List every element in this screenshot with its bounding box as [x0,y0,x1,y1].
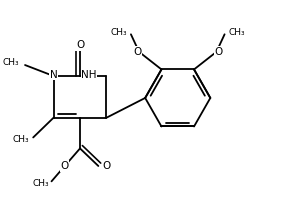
Text: O: O [60,161,69,171]
Text: CH₃: CH₃ [2,58,19,67]
Text: O: O [214,47,223,57]
Text: O: O [103,161,111,171]
Text: CH₃: CH₃ [229,28,245,37]
Text: N: N [50,70,57,80]
Text: NH: NH [81,70,97,80]
Text: O: O [76,40,84,50]
Text: CH₃: CH₃ [33,179,49,188]
Text: CH₃: CH₃ [12,135,29,144]
Text: O: O [133,47,141,57]
Text: CH₃: CH₃ [110,28,127,37]
